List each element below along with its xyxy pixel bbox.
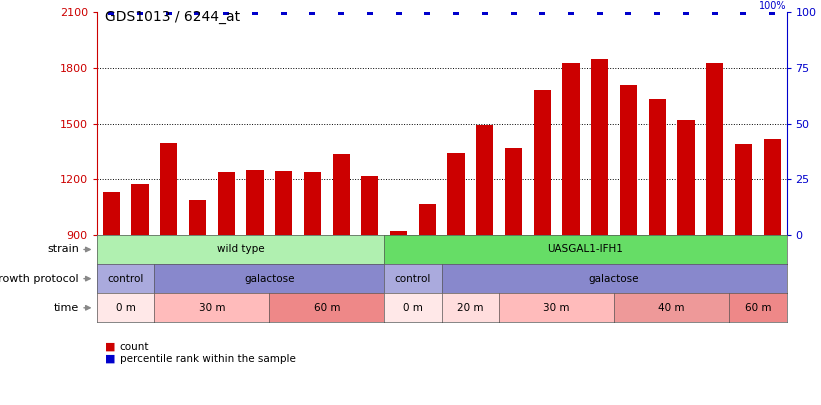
Bar	[706, 63, 723, 235]
Text: time: time	[53, 303, 79, 313]
Text: ■: ■	[105, 342, 116, 352]
Bar	[333, 154, 350, 235]
Bar	[246, 170, 264, 235]
Text: count: count	[120, 342, 149, 352]
Bar	[189, 200, 206, 235]
Bar	[304, 172, 321, 235]
Bar	[476, 126, 493, 235]
Text: 60 m: 60 m	[314, 303, 340, 313]
Text: galactose: galactose	[589, 274, 640, 284]
Bar	[447, 153, 465, 235]
Bar	[677, 120, 695, 235]
Bar	[218, 172, 235, 235]
Bar	[620, 85, 637, 235]
Text: GDS1013 / 6244_at: GDS1013 / 6244_at	[105, 10, 241, 24]
Bar	[534, 90, 551, 235]
Text: control: control	[395, 274, 431, 284]
Text: 40 m: 40 m	[658, 303, 685, 313]
Bar	[764, 139, 781, 235]
Text: galactose: galactose	[244, 274, 295, 284]
Bar	[361, 177, 378, 235]
Text: 30 m: 30 m	[544, 303, 570, 313]
Bar	[735, 144, 752, 235]
Text: wild type: wild type	[217, 245, 264, 254]
Bar	[505, 148, 522, 235]
Text: 60 m: 60 m	[745, 303, 771, 313]
Bar	[591, 60, 608, 235]
Bar	[649, 99, 666, 235]
Text: 20 m: 20 m	[457, 303, 484, 313]
Text: growth protocol: growth protocol	[0, 274, 79, 284]
Text: ■: ■	[105, 354, 116, 364]
Bar	[275, 171, 292, 235]
Text: 0 m: 0 m	[403, 303, 423, 313]
Bar	[131, 184, 149, 235]
Text: 100%: 100%	[759, 1, 787, 11]
Text: percentile rank within the sample: percentile rank within the sample	[120, 354, 296, 364]
Text: strain: strain	[47, 245, 79, 254]
Bar	[103, 192, 120, 235]
Bar	[419, 204, 436, 235]
Text: 0 m: 0 m	[116, 303, 135, 313]
Bar	[562, 63, 580, 235]
Text: control: control	[108, 274, 144, 284]
Bar	[390, 231, 407, 235]
Text: 30 m: 30 m	[199, 303, 225, 313]
Bar	[160, 143, 177, 235]
Text: UASGAL1-IFH1: UASGAL1-IFH1	[548, 245, 623, 254]
